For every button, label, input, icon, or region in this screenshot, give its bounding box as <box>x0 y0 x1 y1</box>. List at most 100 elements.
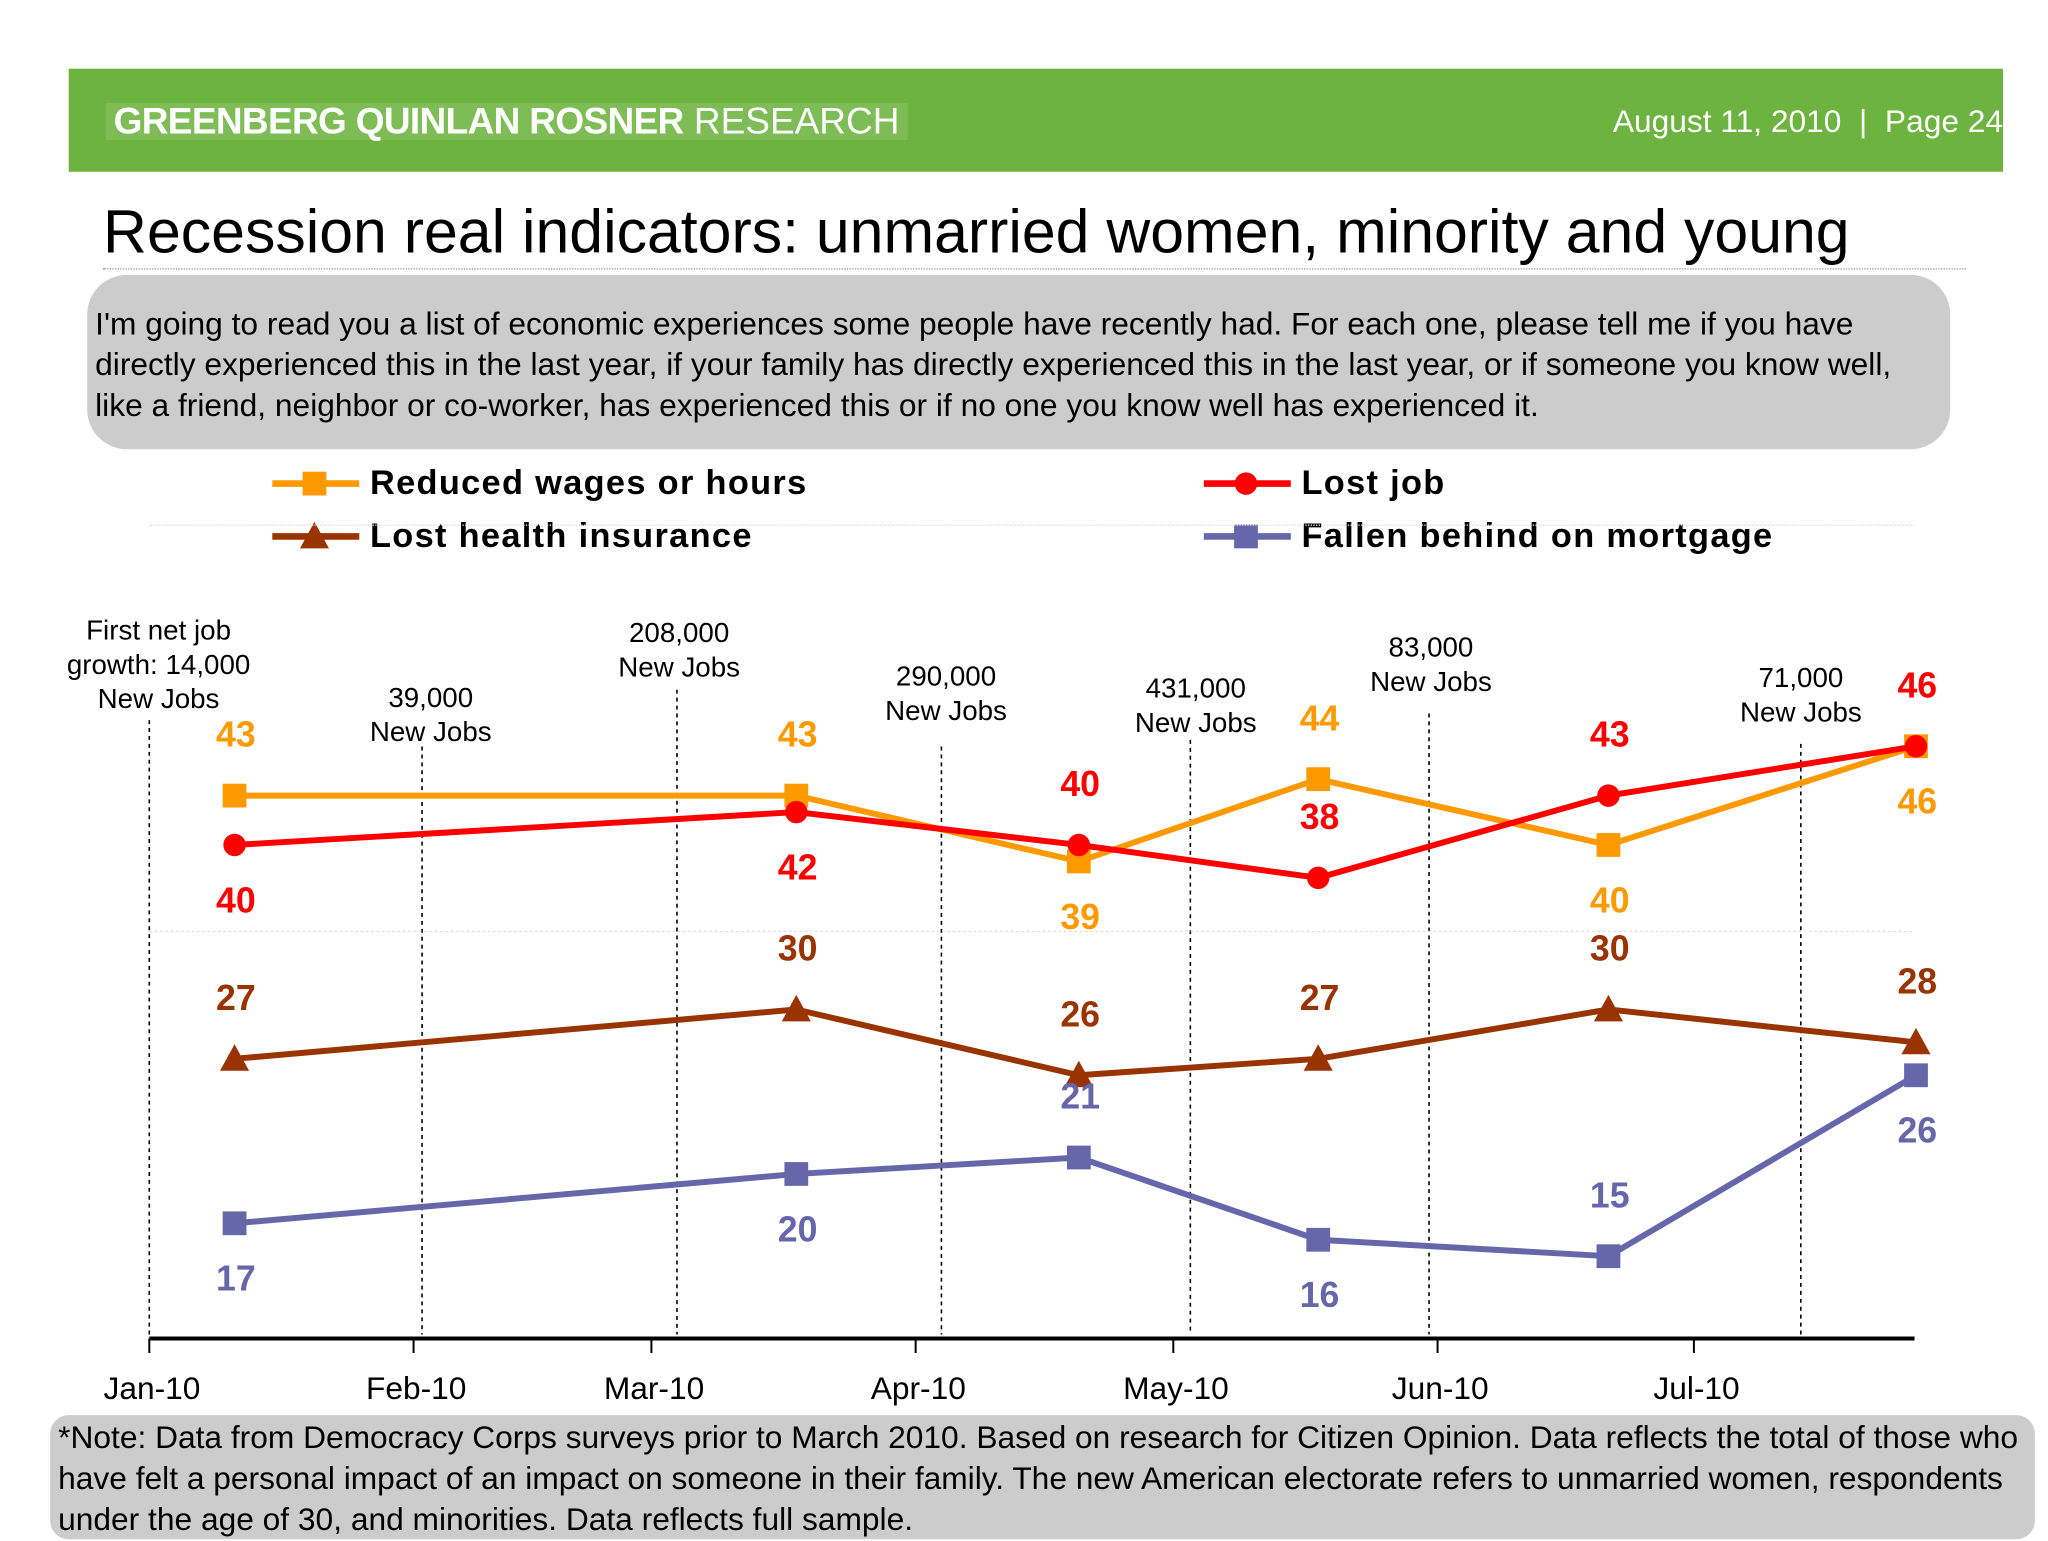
date-page: August 11, 2010 | Page 24 <box>1612 104 2004 141</box>
series-line <box>234 1072 1918 1260</box>
data-point <box>1904 735 1928 758</box>
legend-item: Fallen behind on mortgage <box>1203 515 1774 556</box>
data-point <box>1596 833 1621 857</box>
data-label: 30 <box>778 929 818 969</box>
square-marker-icon <box>272 471 360 495</box>
annotation-label: New Jobs <box>1370 666 1492 697</box>
data-point <box>1593 994 1623 1022</box>
annotation-label: 83,000 <box>1389 632 1474 663</box>
x-tick-label: Feb-10 <box>366 1370 466 1406</box>
legend-label: Reduced wages or hours <box>369 462 808 503</box>
data-label: 26 <box>1897 1111 1937 1151</box>
circle-marker-icon <box>1203 471 1291 495</box>
legend-label: Lost job <box>1301 462 1446 503</box>
annotation-label: 71,000 <box>1758 662 1843 693</box>
data-point <box>222 783 247 808</box>
data-label: 28 <box>1897 961 1937 1001</box>
annotation-label: New Jobs <box>98 683 220 714</box>
data-point <box>1066 849 1091 874</box>
data-label: 44 <box>1300 698 1340 738</box>
data-label: 46 <box>1897 782 1937 822</box>
data-point <box>1901 1027 1931 1055</box>
annotation-label: New Jobs <box>1135 707 1257 738</box>
series-fallen-behind-on-mortgage: 17 20 21 16 15 26 <box>216 1063 1937 1315</box>
data-label: 21 <box>1060 1077 1100 1117</box>
company-logo: GREENBERG QUINLAN ROSNER RESEARCH <box>105 100 908 142</box>
data-label: 38 <box>1300 797 1340 837</box>
data-point <box>1596 1244 1621 1269</box>
series-line <box>234 743 1917 865</box>
data-label: 27 <box>216 978 256 1018</box>
annotation-label: 208,000 <box>629 617 729 648</box>
series-line <box>234 743 1917 881</box>
data-label: 16 <box>1300 1275 1340 1315</box>
question-text: I'm going to read you a list of economic… <box>87 274 1951 450</box>
series-line <box>234 1006 1917 1079</box>
page-title: Recession real indicators: unmarried wom… <box>103 196 1850 266</box>
data-point <box>1306 866 1330 890</box>
data-label: 42 <box>778 847 818 887</box>
series-reduced-wages-or-hours: 43 43 39 44 40 46 <box>216 698 1937 937</box>
logo-light-text: RESEARCH <box>693 100 900 142</box>
logo-bold-text: GREENBERG QUINLAN ROSNER <box>113 100 685 142</box>
x-tick-label: May-10 <box>1123 1370 1229 1406</box>
data-point <box>220 1044 250 1071</box>
annotation-label: 39,000 <box>388 682 473 713</box>
data-point <box>1306 767 1331 792</box>
annotation-label: growth: 14,000 <box>67 649 250 680</box>
annotation-label: New Jobs <box>1740 696 1862 727</box>
legend-marker <box>299 521 330 548</box>
data-label: 17 <box>216 1259 256 1299</box>
x-tick-label: Jul-10 <box>1653 1370 1739 1406</box>
data-label: 40 <box>1060 764 1100 804</box>
data-point <box>785 800 808 824</box>
data-point <box>1066 1145 1091 1170</box>
x-tick-label: Jan-10 <box>103 1370 200 1406</box>
data-label: 40 <box>216 880 256 920</box>
legend-item: Lost health insurance <box>272 515 753 556</box>
data-point <box>223 833 246 857</box>
data-point <box>1064 1060 1094 1088</box>
data-point <box>1904 1063 1928 1088</box>
data-point <box>1306 1227 1331 1252</box>
data-label: 39 <box>1060 897 1100 937</box>
series-lost-job: 40 42 40 38 43 46 <box>216 665 1937 920</box>
title-divider <box>103 268 1967 270</box>
legend-marker <box>1234 471 1258 495</box>
data-label: 46 <box>1897 665 1937 705</box>
legend-marker <box>302 471 327 495</box>
square-marker-icon <box>1203 523 1291 548</box>
legend-label: Lost health insurance <box>369 515 753 555</box>
data-label: 43 <box>1590 715 1630 755</box>
annotation-label: New Jobs <box>885 695 1007 726</box>
annotation-label: 290,000 <box>896 661 996 692</box>
data-label: 30 <box>1590 929 1630 969</box>
data-label: 43 <box>778 715 818 755</box>
legend-item: Reduced wages or hours <box>272 462 807 503</box>
header-bar: GREENBERG QUINLAN ROSNER RESEARCH August… <box>68 68 2004 172</box>
data-label: 43 <box>216 715 256 755</box>
data-label: 20 <box>778 1209 818 1249</box>
annotation-label: First net job <box>86 615 231 646</box>
data-point <box>784 783 809 808</box>
data-point <box>781 994 811 1022</box>
data-label: 27 <box>1300 978 1340 1018</box>
data-label: 40 <box>1590 880 1630 920</box>
data-label: 15 <box>1590 1175 1630 1215</box>
legend-divider <box>149 524 1915 526</box>
series-lost-health-insurance: 27 30 26 27 30 28 <box>216 929 1937 1088</box>
legend-item: Lost job <box>1203 462 1446 503</box>
data-point <box>784 1162 809 1186</box>
data-point <box>1597 784 1620 807</box>
footnote: *Note: Data from Democracy Corps surveys… <box>50 1415 2035 1540</box>
data-point <box>1303 1044 1333 1071</box>
legend-label: Fallen behind on mortgage <box>1301 515 1774 555</box>
data-label: 26 <box>1060 994 1100 1034</box>
x-tick-label: Apr-10 <box>871 1370 966 1406</box>
annotation-label: 431,000 <box>1146 673 1246 704</box>
data-point <box>222 1211 247 1236</box>
data-point <box>1067 833 1091 857</box>
x-tick-label: Jun-10 <box>1392 1370 1489 1406</box>
